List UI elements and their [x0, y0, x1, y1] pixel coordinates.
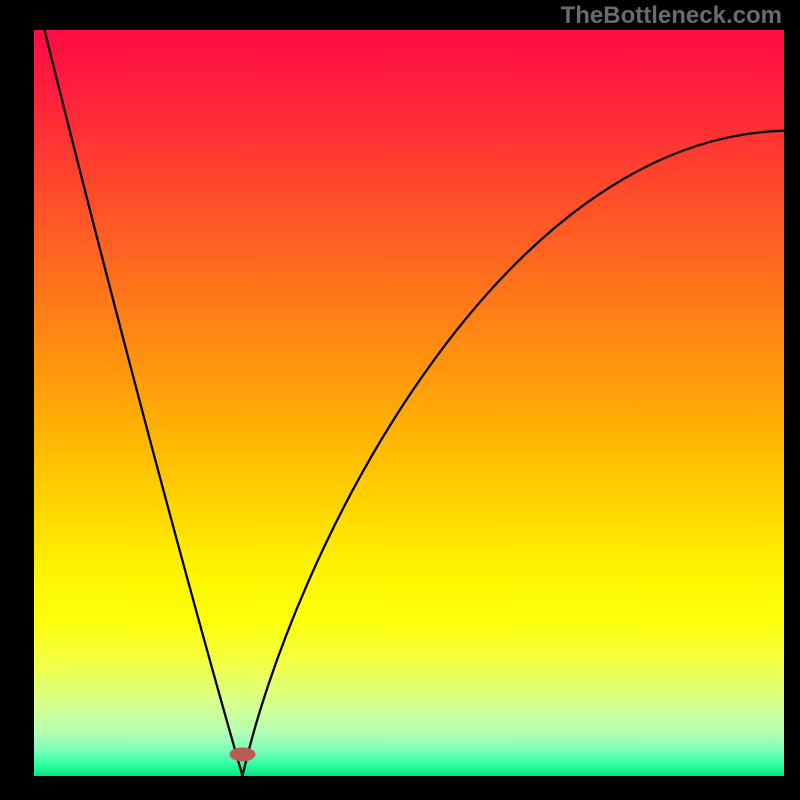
watermark-text: TheBottleneck.com: [561, 2, 782, 30]
chart-container: TheBottleneck.com: [0, 0, 800, 800]
min-marker: [230, 747, 256, 761]
plot-background-gradient: [34, 30, 784, 776]
bottleneck-chart: [0, 0, 800, 800]
